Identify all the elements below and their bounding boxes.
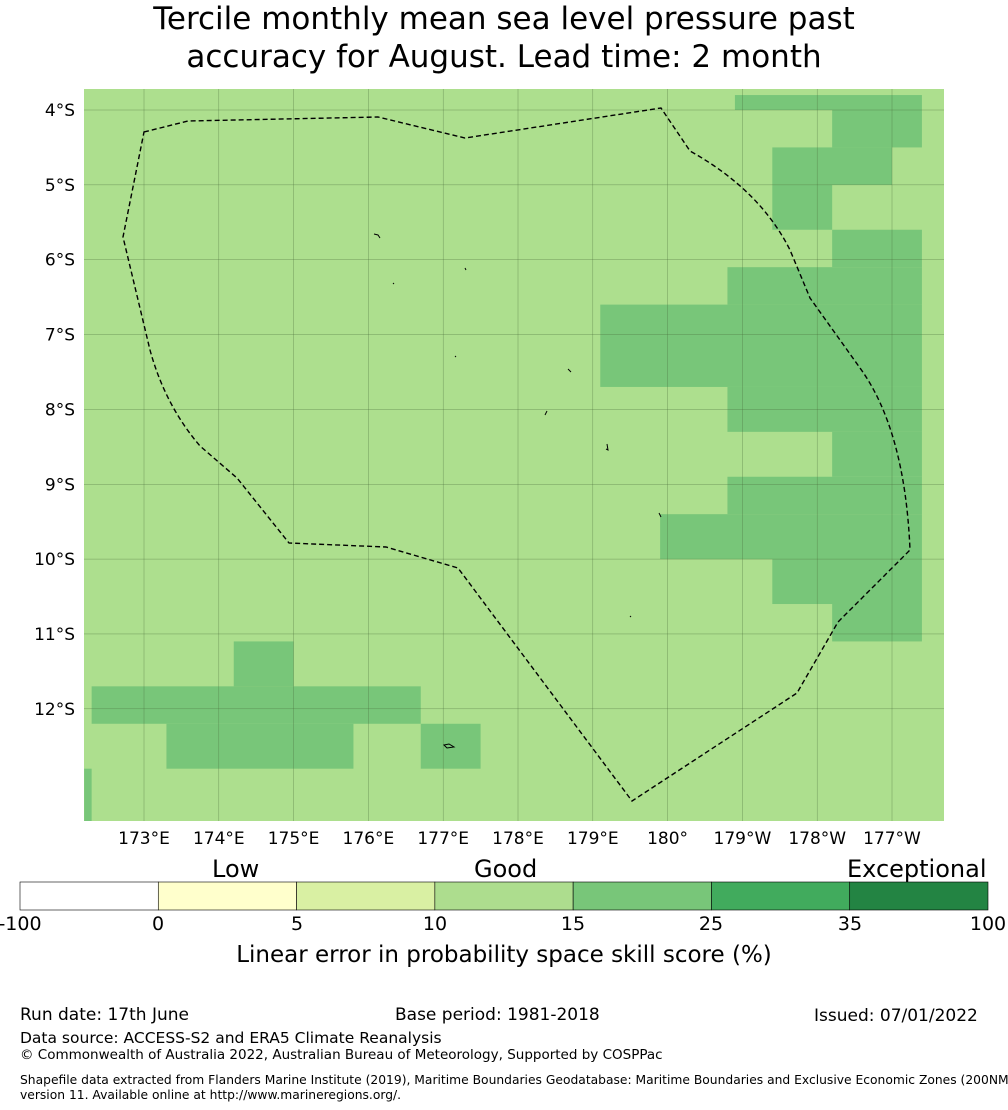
latitude-label: 7°S bbox=[45, 326, 75, 346]
latitude-label: 9°S bbox=[45, 475, 75, 495]
eez-boundary bbox=[122, 107, 911, 802]
skill-cell bbox=[772, 184, 833, 230]
longitude-label: 179°W bbox=[714, 829, 772, 849]
colorbar-segment bbox=[434, 881, 574, 911]
colorbar-tick: 10 bbox=[422, 913, 448, 935]
colorbar-label: Linear error in probability space skill … bbox=[236, 942, 772, 968]
skill-cell bbox=[91, 686, 421, 724]
longitude-label: 176°E bbox=[343, 829, 395, 849]
skill-cell bbox=[832, 110, 922, 148]
run-date: Run date: 17th June bbox=[20, 1005, 189, 1025]
island bbox=[442, 743, 456, 749]
latitude-labels: 4°S 5°S 6°S 7°S 8°S 9°S 10°S 11°S 12°S bbox=[34, 101, 75, 720]
longitude-label: 173°E bbox=[118, 829, 170, 849]
longitude-label: 175°E bbox=[268, 829, 320, 849]
title-line-2: accuracy for August. Lead time: 2 month bbox=[186, 39, 822, 75]
colorbar-segment bbox=[19, 881, 159, 911]
latitude-label: 10°S bbox=[34, 550, 75, 570]
island bbox=[373, 233, 381, 239]
colorbar-tick: 25 bbox=[698, 913, 724, 935]
skill-cell bbox=[772, 559, 922, 605]
title-line-1: Tercile monthly mean sea level pressure … bbox=[153, 1, 855, 37]
skill-cell bbox=[832, 431, 922, 477]
longitude-label: 179°E bbox=[567, 829, 619, 849]
colorbar-segment bbox=[157, 881, 297, 911]
longitude-label: 174°E bbox=[193, 829, 245, 849]
colorbar-tick: 100 bbox=[969, 913, 1007, 935]
island bbox=[464, 267, 467, 271]
island bbox=[629, 615, 632, 618]
category-low: Low bbox=[212, 855, 260, 883]
skill-cells bbox=[84, 95, 922, 821]
island bbox=[658, 512, 662, 518]
skill-cell bbox=[420, 723, 481, 769]
map-title: Tercile monthly mean sea level pressure … bbox=[0, 0, 1008, 76]
base-period: Base period: 1981-2018 bbox=[395, 1005, 600, 1025]
skill-cell bbox=[166, 723, 354, 769]
colorbar-segment bbox=[296, 881, 436, 911]
island bbox=[454, 355, 457, 358]
skill-cell bbox=[600, 304, 922, 387]
skill-cell bbox=[832, 229, 922, 268]
colorbar-segment bbox=[849, 881, 989, 911]
island bbox=[605, 443, 609, 451]
skill-cell bbox=[734, 95, 922, 110]
colorbar-tick: -100 bbox=[0, 913, 42, 935]
longitude-label: 177°E bbox=[417, 829, 469, 849]
issued-date: Issued: 07/01/2022 bbox=[814, 1006, 978, 1026]
longitude-label: 178°W bbox=[788, 829, 846, 849]
colorbar-tick: 35 bbox=[837, 913, 863, 935]
colorbar bbox=[19, 881, 989, 911]
colorbar-segment bbox=[711, 881, 851, 911]
longitude-label: 180° bbox=[647, 829, 688, 849]
longitude-label: 177°W bbox=[863, 829, 921, 849]
copyright: © Commonwealth of Australia 2022, Austra… bbox=[20, 1047, 663, 1063]
skill-cell bbox=[84, 768, 92, 821]
skill-cell bbox=[727, 476, 922, 515]
island bbox=[567, 368, 572, 373]
island bbox=[392, 282, 395, 285]
graticule bbox=[84, 89, 944, 821]
data-source: Data source: ACCESS-S2 and ERA5 Climate … bbox=[20, 1029, 442, 1047]
latitude-label: 4°S bbox=[45, 101, 75, 121]
latitude-label: 11°S bbox=[34, 625, 75, 645]
skill-cell bbox=[727, 267, 922, 305]
colorbar-tick: 5 bbox=[290, 913, 304, 935]
colorbar-tick: 0 bbox=[151, 913, 165, 935]
category-good: Good bbox=[474, 855, 538, 883]
shapefile-credit-line-2: version 11. Available online at http://w… bbox=[20, 1088, 402, 1102]
latitude-label: 6°S bbox=[45, 251, 75, 271]
map-plot-area bbox=[84, 89, 944, 821]
colorbar-tick: 15 bbox=[560, 913, 586, 935]
shapefile-credit-line-1: Shapefile data extracted from Flanders M… bbox=[20, 1073, 1008, 1087]
skill-cell bbox=[772, 147, 892, 185]
latitude-label: 12°S bbox=[34, 700, 75, 720]
skill-cell bbox=[832, 604, 922, 642]
island bbox=[544, 410, 548, 416]
longitude-label: 178°E bbox=[492, 829, 544, 849]
colorbar-segment bbox=[572, 881, 712, 911]
longitude-labels: 173°E 174°E 175°E 176°E 177°E 178°E 179°E 180° 1… bbox=[118, 829, 921, 849]
skill-cell bbox=[660, 514, 922, 560]
latitude-label: 8°S bbox=[45, 400, 75, 420]
islands bbox=[373, 233, 662, 749]
category-exceptional: Exceptional bbox=[847, 855, 987, 883]
latitude-label: 5°S bbox=[45, 176, 75, 196]
skill-cell bbox=[233, 641, 294, 687]
